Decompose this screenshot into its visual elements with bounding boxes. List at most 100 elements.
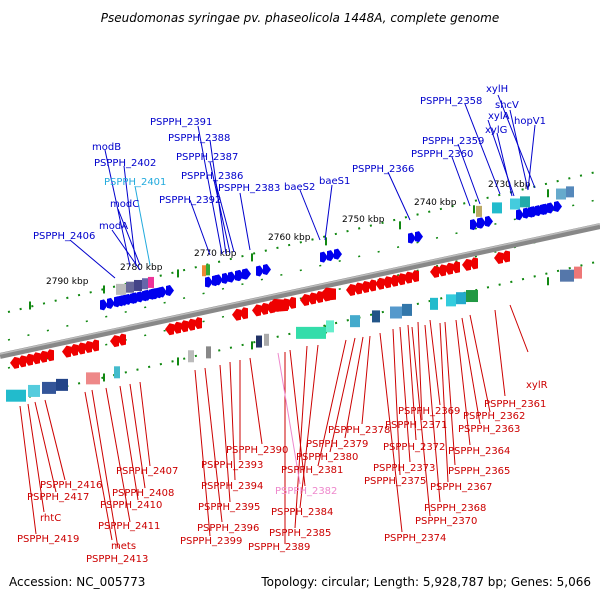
gene-label[interactable]: PSPPH_2392: [159, 195, 221, 206]
forward-gene-arrow[interactable]: [256, 265, 264, 277]
reverse-gene-arrow[interactable]: [38, 350, 47, 363]
forward-gene-arrow[interactable]: [516, 209, 524, 221]
gene-label[interactable]: PSPPH_2375: [364, 476, 426, 487]
reverse-gene-arrow[interactable]: [410, 270, 419, 283]
gene-label[interactable]: PSPPH_2419: [17, 534, 79, 545]
gene-label[interactable]: mets: [111, 541, 136, 552]
reverse-gene-arrow[interactable]: [360, 281, 369, 293]
reverse-gene-arrow[interactable]: [165, 323, 174, 336]
reverse-gene-arrow[interactable]: [367, 279, 376, 292]
reverse-gene-arrow[interactable]: [31, 352, 40, 365]
forward-gene-arrow[interactable]: [485, 215, 493, 227]
gene-label[interactable]: PSPPH_2390: [226, 445, 288, 456]
forward-gene-arrow[interactable]: [107, 297, 115, 309]
reverse-gene-arrow[interactable]: [287, 296, 296, 309]
gene-label[interactable]: PSPPH_2358: [420, 96, 482, 107]
reverse-gene-arrow[interactable]: [396, 273, 405, 286]
reverse-gene-arrow[interactable]: [375, 277, 384, 290]
reverse-gene-arrow[interactable]: [462, 258, 471, 271]
gene-label[interactable]: PSPPH_2395: [198, 502, 260, 513]
reverse-gene-arrow[interactable]: [300, 294, 309, 306]
reverse-gene-arrow[interactable]: [501, 250, 510, 263]
gene-label[interactable]: PSPPH_2361: [484, 399, 546, 410]
gene-label[interactable]: PSPPH_2381: [281, 465, 343, 476]
reverse-gene-arrow[interactable]: [117, 333, 126, 346]
forward-gene-arrow[interactable]: [228, 271, 236, 283]
gene-label[interactable]: PSPPH_2388: [168, 133, 230, 144]
gene-label[interactable]: modB: [92, 142, 121, 153]
forward-gene-arrow[interactable]: [320, 251, 328, 263]
forward-gene-arrow[interactable]: [142, 290, 150, 302]
gene-label[interactable]: PSPPH_2363: [458, 424, 520, 435]
reverse-gene-arrow[interactable]: [437, 264, 446, 277]
gene-label[interactable]: baeS1: [319, 176, 350, 187]
gene-label[interactable]: PSPPH_2386: [181, 171, 243, 182]
gene-label[interactable]: PSPPH_2359: [422, 136, 484, 147]
gene-label[interactable]: PSPPH_2366: [352, 164, 414, 175]
gene-label[interactable]: PSPPH_2408: [112, 488, 174, 499]
forward-gene-arrow[interactable]: [415, 231, 423, 243]
gene-label[interactable]: PSPPH_2365: [448, 466, 510, 477]
forward-gene-arrow[interactable]: [130, 292, 138, 304]
reverse-gene-arrow[interactable]: [259, 302, 268, 315]
forward-gene-arrow[interactable]: [100, 299, 108, 311]
gene-label[interactable]: PSPPH_2374: [384, 533, 446, 544]
gene-label[interactable]: PSPPH_2373: [373, 463, 435, 474]
forward-gene-arrow[interactable]: [540, 204, 548, 215]
reverse-gene-arrow[interactable]: [444, 262, 453, 275]
reverse-gene-arrow[interactable]: [389, 274, 398, 287]
reverse-gene-arrow[interactable]: [469, 257, 478, 270]
forward-gene-arrow[interactable]: [547, 202, 555, 214]
reverse-gene-arrow[interactable]: [320, 287, 336, 301]
gene-label[interactable]: PSPPH_2382: [275, 486, 337, 497]
forward-gene-arrow[interactable]: [236, 269, 244, 281]
forward-gene-arrow[interactable]: [554, 200, 562, 212]
gene-label[interactable]: PSPPH_2360: [411, 149, 473, 160]
gene-label[interactable]: modC: [110, 199, 139, 210]
forward-gene-arrow[interactable]: [334, 248, 342, 260]
reverse-gene-arrow[interactable]: [83, 341, 92, 354]
gene-label[interactable]: PSPPH_2372: [383, 442, 445, 453]
reverse-gene-arrow[interactable]: [76, 342, 85, 355]
reverse-gene-arrow[interactable]: [239, 307, 248, 320]
reverse-gene-arrow[interactable]: [17, 355, 26, 368]
gene-label[interactable]: PSPPH_2378: [328, 425, 390, 436]
gene-label[interactable]: PSPPH_2394: [201, 481, 263, 492]
forward-gene-arrow[interactable]: [327, 250, 335, 262]
reverse-gene-arrow[interactable]: [382, 276, 391, 289]
forward-gene-arrow[interactable]: [159, 286, 167, 298]
gene-label[interactable]: PSPPH_2416: [40, 480, 102, 491]
reverse-gene-arrow[interactable]: [232, 308, 241, 321]
reverse-gene-arrow[interactable]: [307, 292, 316, 305]
gene-label[interactable]: PSPPH_2406: [33, 231, 95, 242]
gene-label[interactable]: PSPPH_2391: [150, 117, 212, 128]
gene-label[interactable]: PSPPH_2393: [201, 460, 263, 471]
gene-label[interactable]: PSPPH_2387: [176, 152, 238, 163]
gene-label[interactable]: PSPPH_2380: [296, 452, 358, 463]
gene-label[interactable]: PSPPH_2385: [269, 528, 331, 539]
forward-gene-arrow[interactable]: [205, 276, 213, 288]
gene-label[interactable]: xylR: [526, 380, 548, 391]
reverse-gene-arrow[interactable]: [268, 298, 288, 312]
gene-label[interactable]: PSPPH_2402: [94, 158, 156, 169]
gene-label[interactable]: PSPPH_2384: [271, 507, 333, 518]
gene-label[interactable]: PSPPH_2399: [180, 536, 242, 547]
forward-gene-arrow[interactable]: [478, 217, 486, 229]
gene-label[interactable]: PSPPH_2389: [248, 542, 310, 553]
reverse-gene-arrow[interactable]: [193, 317, 202, 330]
reverse-gene-arrow[interactable]: [62, 345, 71, 358]
gene-label[interactable]: modA: [99, 221, 128, 232]
gene-label[interactable]: PSPPH_2407: [116, 466, 178, 477]
reverse-gene-arrow[interactable]: [10, 356, 19, 369]
forward-gene-arrow[interactable]: [263, 264, 271, 276]
forward-gene-arrow[interactable]: [408, 232, 416, 244]
forward-gene-arrow[interactable]: [215, 274, 223, 286]
gene-label[interactable]: PSPPH_2371: [385, 420, 447, 431]
gene-label[interactable]: xylH: [486, 84, 508, 95]
gene-label[interactable]: PSPPH_2411: [98, 521, 160, 532]
forward-gene-arrow[interactable]: [470, 219, 478, 231]
gene-label[interactable]: baeS2: [284, 182, 315, 193]
reverse-gene-arrow[interactable]: [346, 284, 355, 297]
reverse-gene-arrow[interactable]: [69, 344, 78, 357]
reverse-gene-arrow[interactable]: [45, 349, 54, 362]
